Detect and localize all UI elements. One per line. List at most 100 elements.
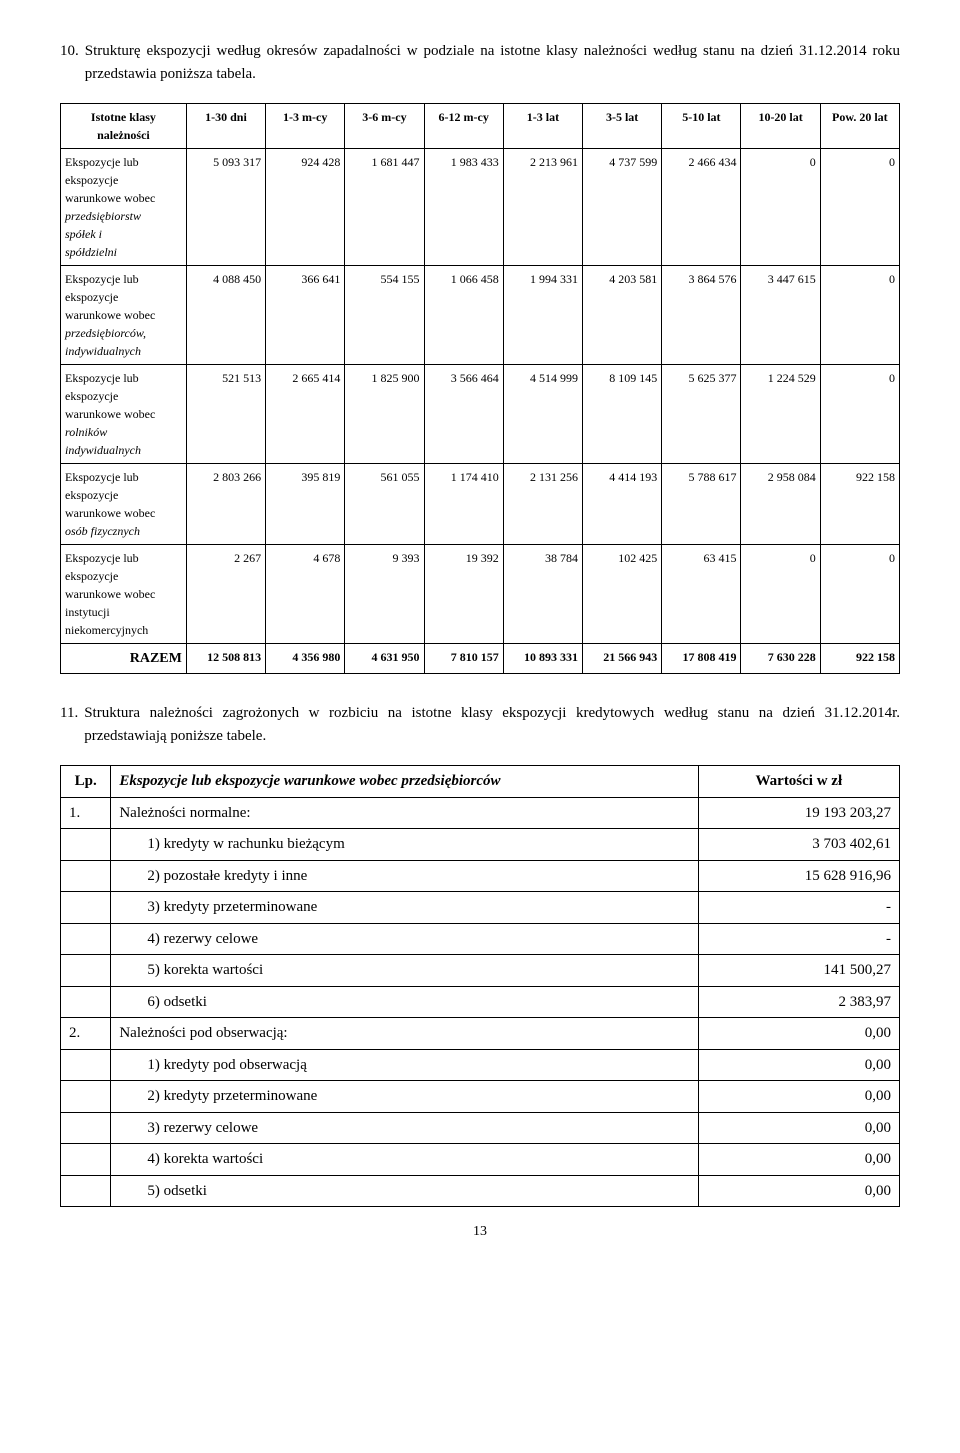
- cell-value: 0,00: [698, 1112, 899, 1144]
- col-header: Pow. 20 lat: [820, 104, 899, 149]
- row-label: Ekspozycje lubekspozycjewarunkowe wobeci…: [61, 545, 187, 644]
- cell-value: 3 566 464: [424, 365, 503, 464]
- table-row: 2.Należności pod obserwacją:0,00: [61, 1018, 900, 1050]
- para11-text: Struktura należności zagrożonych w rozbi…: [84, 702, 900, 747]
- para10-text: Strukturę ekspozycji według okresów zapa…: [85, 40, 900, 85]
- table-row: 1.Należności normalne:19 193 203,27: [61, 797, 900, 829]
- cell-value: 2 213 961: [503, 149, 582, 266]
- cell-desc: 1) kredyty pod obserwacją: [111, 1049, 698, 1081]
- col-header: 5-10 lat: [662, 104, 741, 149]
- table-row: Ekspozycje lubekspozycjewarunkowe wobecp…: [61, 149, 900, 266]
- table-header-row: Istotne klasy należności 1-30 dni 1-3 m-…: [61, 104, 900, 149]
- cell-value: 141 500,27: [698, 955, 899, 987]
- col-header: 3-5 lat: [583, 104, 662, 149]
- col-header: 10-20 lat: [741, 104, 820, 149]
- cell-value: 3 703 402,61: [698, 829, 899, 861]
- cell-desc: 6) odsetki: [111, 986, 698, 1018]
- total-value: 12 508 813: [186, 644, 265, 674]
- cell-value: 0: [741, 545, 820, 644]
- cell-lp: [61, 860, 111, 892]
- cell-value: 395 819: [266, 464, 345, 545]
- cell-value: 19 193 203,27: [698, 797, 899, 829]
- cell-value: 1 066 458: [424, 266, 503, 365]
- row-label: Ekspozycje lubekspozycjewarunkowe wobeco…: [61, 464, 187, 545]
- cell-desc: 3) rezerwy celowe: [111, 1112, 698, 1144]
- cell-value: 2 383,97: [698, 986, 899, 1018]
- table-row: 1) kredyty w rachunku bieżącym3 703 402,…: [61, 829, 900, 861]
- col-header-val: Wartości w zł: [698, 766, 899, 798]
- cell-value: 2 267: [186, 545, 265, 644]
- cell-value: 521 513: [186, 365, 265, 464]
- paragraph-10: 10. Strukturę ekspozycji według okresów …: [60, 40, 900, 85]
- cell-value: 0,00: [698, 1018, 899, 1050]
- cell-desc: Należności pod obserwacją:: [111, 1018, 698, 1050]
- para11-number: 11.: [60, 702, 84, 747]
- cell-desc: 5) korekta wartości: [111, 955, 698, 987]
- total-row: RAZEM12 508 8134 356 9804 631 9507 810 1…: [61, 644, 900, 674]
- cell-value: 38 784: [503, 545, 582, 644]
- cell-lp: [61, 892, 111, 924]
- col-header-lp: Lp.: [61, 766, 111, 798]
- cell-value: 4 678: [266, 545, 345, 644]
- total-value: 922 158: [820, 644, 899, 674]
- total-value: 4 631 950: [345, 644, 424, 674]
- table-header-row: Lp. Ekspozycje lub ekspozycje warunkowe …: [61, 766, 900, 798]
- exposure-maturity-table: Istotne klasy należności 1-30 dni 1-3 m-…: [60, 103, 900, 674]
- cell-value: 4 514 999: [503, 365, 582, 464]
- cell-value: 2 958 084: [741, 464, 820, 545]
- cell-value: 4 414 193: [583, 464, 662, 545]
- cell-lp: [61, 955, 111, 987]
- cell-lp: [61, 1081, 111, 1113]
- table-row: Ekspozycje lubekspozycjewarunkowe wobeci…: [61, 545, 900, 644]
- table-row: 2) pozostałe kredyty i inne15 628 916,96: [61, 860, 900, 892]
- cell-value: 5 625 377: [662, 365, 741, 464]
- paragraph-11: 11. Struktura należności zagrożonych w r…: [60, 702, 900, 747]
- cell-value: 2 665 414: [266, 365, 345, 464]
- cell-value: 9 393: [345, 545, 424, 644]
- receivables-table: Lp. Ekspozycje lub ekspozycje warunkowe …: [60, 765, 900, 1207]
- table-row: 5) korekta wartości141 500,27: [61, 955, 900, 987]
- cell-lp: [61, 1175, 111, 1207]
- cell-value: -: [698, 923, 899, 955]
- col-header: 1-3 lat: [503, 104, 582, 149]
- table-row: 4) rezerwy celowe-: [61, 923, 900, 955]
- table-row: 2) kredyty przeterminowane0,00: [61, 1081, 900, 1113]
- cell-value: 2 803 266: [186, 464, 265, 545]
- cell-value: 3 864 576: [662, 266, 741, 365]
- col-header: 6-12 m-cy: [424, 104, 503, 149]
- cell-lp: 1.: [61, 797, 111, 829]
- cell-value: 1 994 331: [503, 266, 582, 365]
- cell-value: -: [698, 892, 899, 924]
- row-label: Ekspozycje lubekspozycjewarunkowe wobecp…: [61, 149, 187, 266]
- col-header: 1-30 dni: [186, 104, 265, 149]
- total-value: 10 893 331: [503, 644, 582, 674]
- cell-value: 0,00: [698, 1144, 899, 1176]
- cell-value: 1 825 900: [345, 365, 424, 464]
- cell-value: 1 224 529: [741, 365, 820, 464]
- total-value: 4 356 980: [266, 644, 345, 674]
- cell-lp: [61, 986, 111, 1018]
- cell-value: 0: [820, 365, 899, 464]
- cell-value: 1 681 447: [345, 149, 424, 266]
- cell-value: 4 203 581: [583, 266, 662, 365]
- table-row: 4) korekta wartości0,00: [61, 1144, 900, 1176]
- page-number: 13: [60, 1221, 900, 1242]
- cell-desc: 4) rezerwy celowe: [111, 923, 698, 955]
- cell-value: 8 109 145: [583, 365, 662, 464]
- cell-lp: 2.: [61, 1018, 111, 1050]
- table-row: 5) odsetki0,00: [61, 1175, 900, 1207]
- cell-value: 5 788 617: [662, 464, 741, 545]
- table-row: Ekspozycje lubekspozycjewarunkowe wobecr…: [61, 365, 900, 464]
- cell-value: 0,00: [698, 1175, 899, 1207]
- cell-desc: 5) odsetki: [111, 1175, 698, 1207]
- cell-value: 0: [820, 149, 899, 266]
- total-value: 7 630 228: [741, 644, 820, 674]
- cell-value: 5 093 317: [186, 149, 265, 266]
- cell-value: 924 428: [266, 149, 345, 266]
- cell-value: 1 983 433: [424, 149, 503, 266]
- table-row: 1) kredyty pod obserwacją0,00: [61, 1049, 900, 1081]
- col-header: Istotne klasy należności: [61, 104, 187, 149]
- cell-value: 561 055: [345, 464, 424, 545]
- row-label: Ekspozycje lubekspozycjewarunkowe wobecr…: [61, 365, 187, 464]
- cell-value: 2 466 434: [662, 149, 741, 266]
